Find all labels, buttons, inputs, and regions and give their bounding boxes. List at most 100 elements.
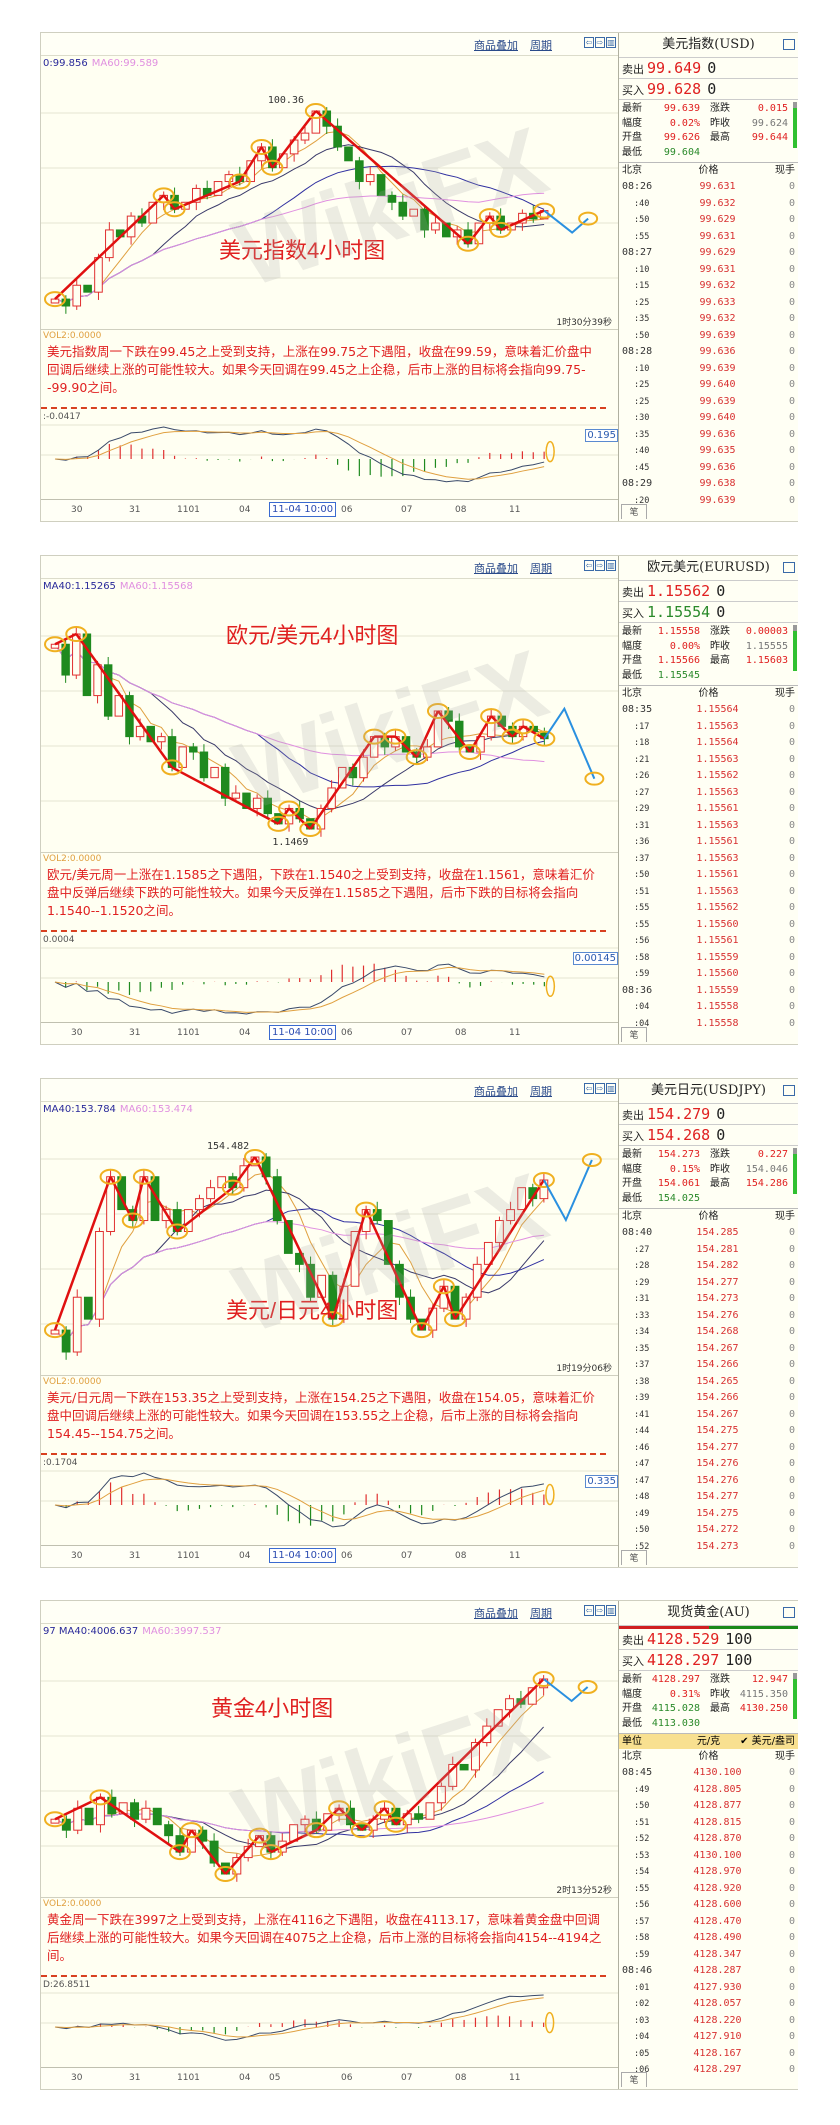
tick-time: :39	[634, 1393, 650, 1403]
tick-time: :47	[634, 1475, 650, 1486]
chart-toolbar: 商品叠加 周期 ⇦ ⇨ ▥	[41, 33, 618, 56]
tick-volume: 0	[788, 1342, 795, 1354]
buy-volume: 0	[716, 1126, 726, 1144]
tick-time: :59	[634, 969, 650, 979]
tick-volume: 0	[788, 2031, 795, 2042]
maximize-icon[interactable]	[783, 1607, 795, 1618]
period-link[interactable]: 周期	[530, 1085, 552, 1098]
candle-body	[73, 1807, 83, 1831]
tick-price: 154.272	[696, 1524, 739, 1535]
ticks-tab[interactable]: 笔	[621, 1027, 647, 1042]
candle-body	[300, 1818, 310, 1826]
candle-body	[495, 1220, 504, 1243]
sell-row: 卖出 154.279 0	[619, 1104, 798, 1125]
quote-title-text: 美元日元(USDJPY)	[651, 1083, 766, 1098]
next-icon[interactable]: ⇨	[595, 1605, 605, 1616]
tick-time: :53	[634, 1850, 650, 1861]
prev-icon[interactable]: ⇦	[584, 1605, 594, 1616]
period-link[interactable]: 周期	[530, 39, 552, 52]
tick-list[interactable]: 08:35 1.15564 0:17 1.15563 0:18 1.15564 0:21 1.…	[619, 702, 798, 1032]
tick-time: :52	[634, 1541, 650, 1552]
candlestick	[61, 1326, 71, 1360]
maximize-icon[interactable]	[783, 562, 795, 573]
ticks-tab[interactable]: 笔	[621, 1550, 647, 1565]
chart-toolbar: 商品叠加 周期 ⇦ ⇨ ▥	[41, 556, 618, 579]
maximize-icon[interactable]	[783, 1085, 795, 1096]
highlight-ring	[244, 1149, 266, 1165]
candlestick	[431, 215, 440, 234]
layout-icon[interactable]: ▥	[606, 1605, 616, 1616]
tick-price: 154.273	[696, 1293, 739, 1304]
overlay-product-link[interactable]: 商品叠加	[474, 39, 518, 52]
candlestick	[436, 1782, 446, 1811]
stats-scrollbar[interactable]	[793, 625, 797, 671]
tick-row: :53 4130.100 0	[619, 1848, 798, 1865]
prev-icon[interactable]: ⇦	[584, 1083, 594, 1094]
chart-title: 美元指数4小时图	[219, 238, 386, 263]
stat-row: 最新 4128.297 涨跌 12.947	[622, 1673, 788, 1688]
candle-body	[431, 222, 440, 231]
highlight-ring	[545, 1483, 555, 1506]
tick-time: :30	[634, 413, 650, 423]
candle-body	[387, 194, 397, 203]
tick-list[interactable]: 08:45 4130.100 0:49 4128.805 0:50 4128.877 0:5…	[619, 1765, 798, 2079]
macd-chart	[41, 1992, 618, 2041]
tick-price: 1.15563	[696, 720, 739, 732]
period-link[interactable]: 周期	[530, 562, 552, 575]
tick-time: :31	[634, 1294, 650, 1304]
overlay-product-link[interactable]: 商品叠加	[474, 1085, 518, 1098]
candle-body	[50, 1329, 60, 1335]
tick-price: 154.273	[696, 1540, 739, 1552]
candle-body	[365, 174, 375, 183]
sell-volume: 100	[725, 1630, 753, 1648]
vol-indicator-label: VOL2:0.0000	[43, 854, 102, 864]
overlay-product-link[interactable]: 商品叠加	[474, 562, 518, 575]
candle-body	[425, 1802, 435, 1820]
ticks-tab[interactable]: 笔	[621, 2072, 647, 2087]
stats-scrollbar[interactable]	[793, 102, 797, 148]
stats-scrollbar[interactable]	[793, 1148, 797, 1194]
tick-price: 1.15564	[696, 704, 739, 715]
time-tick: 04	[239, 1028, 251, 1038]
period-link[interactable]: 周期	[530, 1607, 552, 1620]
countdown-timer: 1时19分06秒	[556, 1364, 612, 1374]
tick-price: 1.15563	[696, 753, 739, 765]
candlestick	[448, 1756, 458, 1791]
stat-row: 最新 99.639 涨跌 0.015	[622, 102, 788, 117]
next-icon[interactable]: ⇨	[595, 1083, 605, 1094]
tick-volume: 0	[788, 1965, 795, 1976]
stat-row: 幅度 0.00% 昨收 1.15555	[622, 640, 788, 655]
layout-icon[interactable]: ▥	[606, 37, 616, 48]
ticks-tab[interactable]: 笔	[621, 504, 647, 519]
unit-selector[interactable]: 单位 元/克 ✔ 美元/盎司	[619, 1734, 798, 1749]
next-icon[interactable]: ⇨	[595, 560, 605, 571]
next-icon[interactable]: ⇨	[595, 37, 605, 48]
layout-icon[interactable]: ▥	[606, 560, 616, 571]
layout-icon[interactable]: ▥	[606, 1083, 616, 1094]
candlestick	[83, 1296, 93, 1320]
maximize-icon[interactable]	[783, 39, 795, 50]
prev-icon[interactable]: ⇦	[584, 37, 594, 48]
prev-icon[interactable]: ⇦	[584, 560, 594, 571]
candlestick	[409, 208, 418, 217]
unit-option[interactable]: 元/克	[696, 1736, 721, 1747]
highlight-ring	[44, 1811, 66, 1828]
tick-row: :55 99.631 0	[619, 229, 798, 246]
tick-price: 154.265	[696, 1375, 739, 1387]
tick-list[interactable]: 08:40 154.285 0:27 154.281 0:28 154.282 0:29 15…	[619, 1225, 798, 1555]
tick-volume: 0	[788, 968, 795, 979]
stat-value: 154.273	[657, 1149, 700, 1160]
unit-option-usd-oz[interactable]: ✔ 美元/盎司	[740, 1736, 796, 1747]
tick-list[interactable]: 08:26 99.631 0:40 99.632 0:50 99.629 0:55 99.63…	[619, 179, 798, 509]
highlight-ring	[489, 221, 512, 238]
trend-arrow	[522, 725, 545, 740]
candle-body	[83, 1296, 93, 1320]
tick-volume: 0	[788, 1491, 795, 1502]
candlestick	[84, 1807, 94, 1826]
highlight-ring	[373, 1800, 396, 1817]
tick-volume: 0	[788, 1408, 795, 1420]
tick-row: :48 154.277 0	[619, 1489, 798, 1506]
ma40-value: 0:99.856	[43, 58, 88, 69]
stats-scrollbar[interactable]	[793, 1673, 797, 1719]
overlay-product-link[interactable]: 商品叠加	[474, 1607, 518, 1620]
